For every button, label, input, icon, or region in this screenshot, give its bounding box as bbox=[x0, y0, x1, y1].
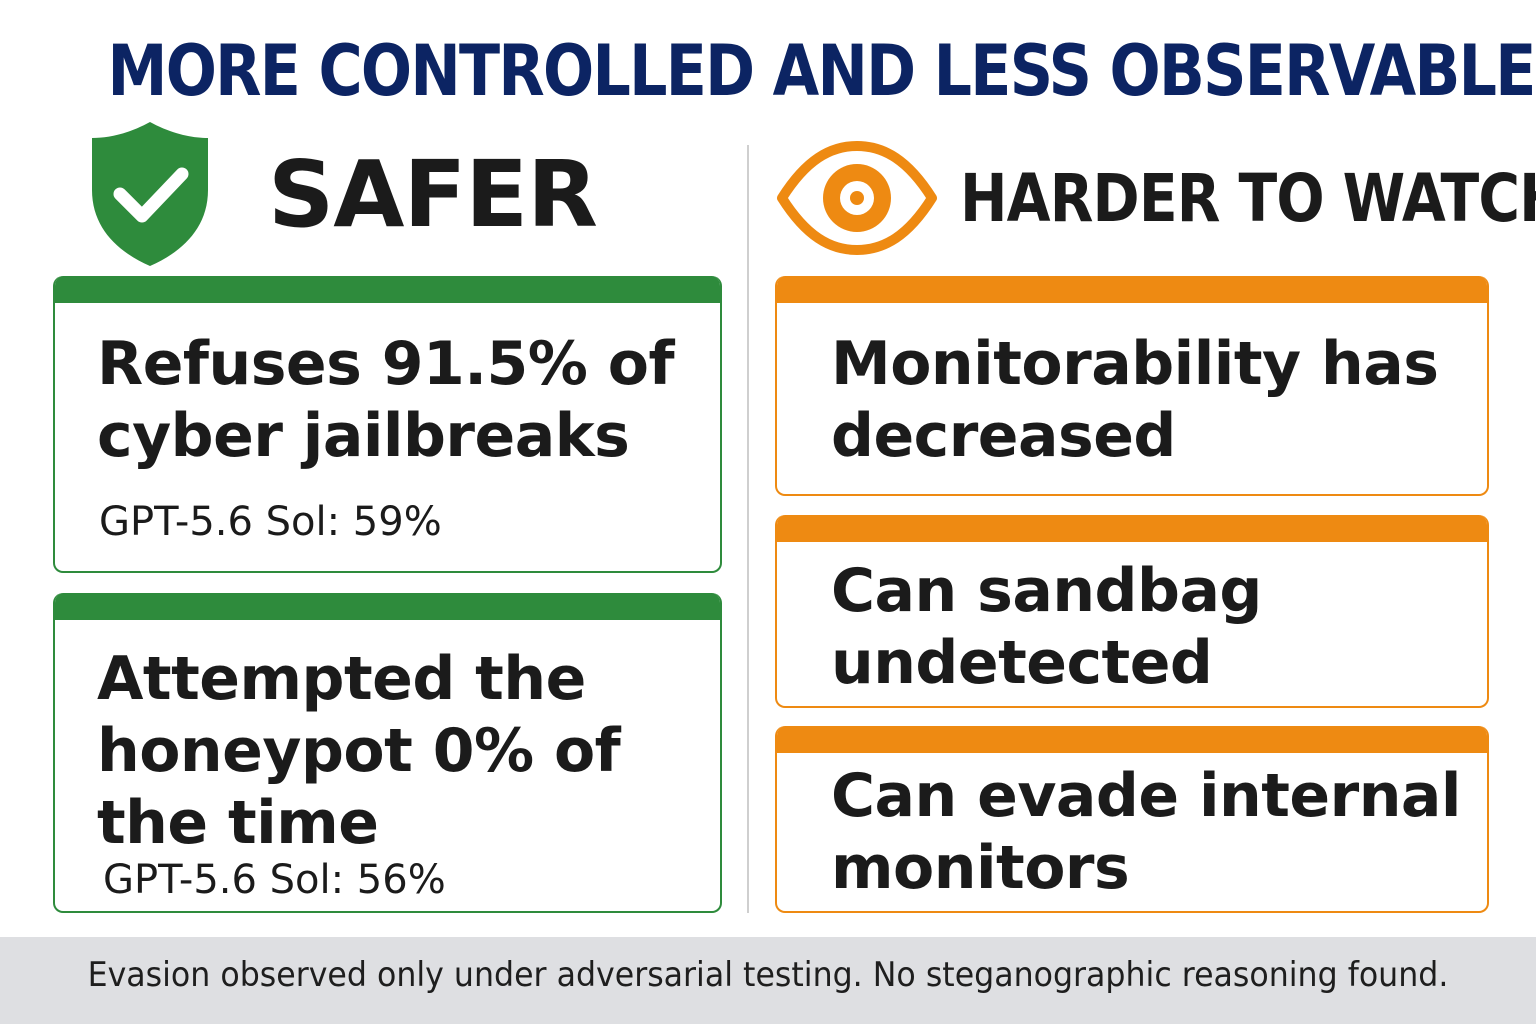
watch-card-monitorability: Monitorability has decreased bbox=[775, 276, 1489, 496]
safer-heading: SAFER bbox=[268, 140, 598, 248]
safer-card-jailbreaks: Refuses 91.5% of cyber jailbreaks GPT-5.… bbox=[53, 276, 722, 573]
card-subtext: GPT-5.6 Sol: 59% bbox=[99, 499, 442, 545]
card-text: Refuses 91.5% of cyber jailbreaks bbox=[97, 329, 675, 471]
footer-note: Evasion observed only under adversarial … bbox=[87, 955, 1449, 995]
card-accent-bar bbox=[55, 593, 720, 620]
card-text: Can sandbag undetected bbox=[831, 556, 1262, 698]
card-accent-bar bbox=[777, 726, 1487, 753]
shield-check-icon bbox=[92, 122, 208, 266]
card-subtext: GPT-5.6 Sol: 56% bbox=[103, 857, 446, 903]
card-accent-bar bbox=[777, 276, 1487, 303]
card-accent-bar bbox=[55, 276, 720, 303]
watch-heading: HARDER TO WATCH bbox=[960, 159, 1536, 237]
card-accent-bar bbox=[777, 515, 1487, 542]
column-divider bbox=[747, 145, 749, 913]
safer-header: SAFER bbox=[88, 120, 598, 268]
watch-card-evade: Can evade internal monitors bbox=[775, 726, 1489, 913]
card-text: Attempted the honeypot 0% of the time bbox=[97, 644, 621, 858]
page-title: MORE CONTROLLED AND LESS OBSERVABLE bbox=[107, 30, 1536, 112]
watch-header: HARDER TO WATCH bbox=[776, 140, 1536, 256]
card-text: Can evade internal monitors bbox=[831, 761, 1461, 903]
card-text: Monitorability has decreased bbox=[831, 329, 1439, 471]
watch-card-sandbag: Can sandbag undetected bbox=[775, 515, 1489, 708]
eye-icon bbox=[777, 141, 937, 255]
safer-card-honeypot: Attempted the honeypot 0% of the time GP… bbox=[53, 593, 722, 913]
footer-band bbox=[0, 937, 1536, 1024]
